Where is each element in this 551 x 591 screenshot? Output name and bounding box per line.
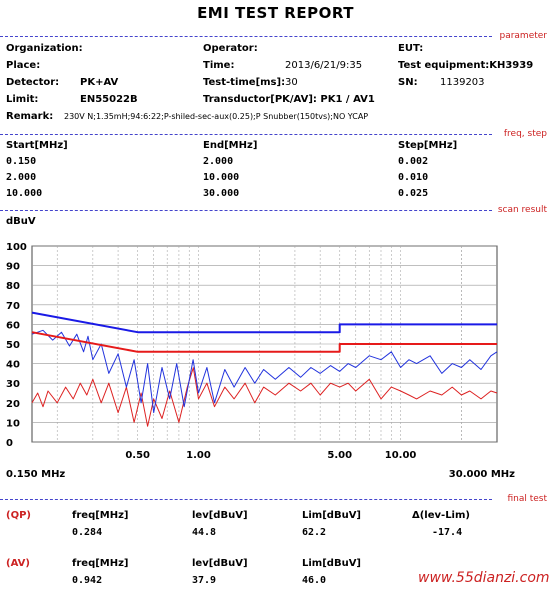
limit-value: EN55022B [80,94,138,105]
final-header-lim: Lim[dBuV] [302,558,361,569]
avg-trace-line [31,367,498,427]
final-header-lev: lev[dBuV] [192,510,248,521]
organization-label: Organization: [6,43,83,54]
x-tick-label: 5.00 [327,450,352,461]
watermark: www.55dianzi.com [418,570,550,586]
freq-cell: 10.000 [203,172,240,183]
y-tick-label: 10 [6,418,20,429]
detector-label: Detector: [6,77,60,88]
test-time-label: Test-time[ms]: [203,77,286,88]
freq-header-end: End[MHz] [203,140,258,151]
y-tick-label: 20 [6,399,20,410]
y-tick-label: 0 [6,438,13,449]
section-label-freq-step: freq, step [503,129,547,139]
section-label-final-test: final test [507,494,547,504]
freq-cell: 2.000 [203,156,234,167]
x-min-label: 0.150 MHz [6,469,65,480]
freq-header-start: Start[MHz] [6,140,68,151]
freq-cell: 0.010 [398,172,429,183]
av-lev-value: 37.9 [192,575,217,586]
freq-header-step: Step[MHz] [398,140,458,151]
x-tick-label: 0.50 [125,450,150,461]
emission-chart: 0 10 20 30 40 50 60 70 80 90 100 0.50 1.00 5.00 10.00 0… [6,242,515,480]
av-label: (AV) [6,558,30,569]
qp-lim-value: 62.2 [302,527,327,538]
time-label: Time: [203,60,235,71]
freq-cell: 2.000 [6,172,37,183]
place-label: Place: [6,60,41,71]
section-label-scan-result: scan result [497,205,547,215]
qp-delta-value: -17.4 [432,527,463,538]
remark-value: 230V N;1.35mH;94:6:22;P-shiled-sec-aux(0… [64,112,369,121]
qp-lev-value: 44.8 [192,527,217,538]
final-header-lev: lev[dBuV] [192,558,248,569]
limit-qp-line [31,311,497,334]
x-max-label: 30.000 MHz [449,469,515,480]
report-title: EMI TEST REPORT [197,4,354,22]
detector-value: PK+AV [80,77,119,88]
av-lim-value: 46.0 [302,575,327,586]
freq-cell: 10.000 [6,188,43,199]
qp-label: (QP) [6,510,31,521]
y-tick-label: 70 [6,301,20,312]
limit-av-line [31,331,497,353]
section-divider [0,36,492,37]
operator-label: Operator: [203,43,258,54]
av-freq-value: 0.942 [72,575,103,586]
final-header-freq: freq[MHz] [72,558,129,569]
limit-label: Limit: [6,94,39,105]
y-tick-label: 40 [6,360,20,371]
test-time-value: 30 [285,77,298,88]
section-divider [0,134,492,135]
freq-cell: 0.150 [6,156,37,167]
y-axis-label: dBuV [6,216,36,227]
sn-value: 1139203 [440,77,485,88]
x-tick-label: 1.00 [186,450,211,461]
remark-label: Remark: [6,111,54,122]
freq-cell: 0.025 [398,188,429,199]
test-equipment: Test equipment:KH3939 [398,60,534,71]
peak-trace-line [31,329,498,414]
y-tick-label: 30 [6,379,20,390]
eut-label: EUT: [398,43,424,54]
freq-cell: 0.002 [398,156,429,167]
y-tick-label: 60 [6,320,20,331]
freq-cell: 30.000 [203,188,240,199]
time-value: 2013/6/21/9:35 [285,60,363,71]
y-tick-label: 80 [6,281,20,292]
transductor-info: Transductor[PK/AV]: PK1 / AV1 [203,94,375,105]
y-tick-label: 50 [6,340,20,351]
y-tick-label: 90 [6,262,20,273]
x-tick-label: 10.00 [385,450,417,461]
section-divider [0,210,492,211]
y-tick-label: 100 [6,242,27,253]
final-header-delta: Δ(lev-Lim) [412,510,470,521]
section-label-parameter: parameter [499,31,547,41]
final-header-freq: freq[MHz] [72,510,129,521]
qp-freq-value: 0.284 [72,527,103,538]
section-divider [0,499,492,500]
final-header-lim: Lim[dBuV] [302,510,361,521]
sn-label: SN: [398,77,418,88]
